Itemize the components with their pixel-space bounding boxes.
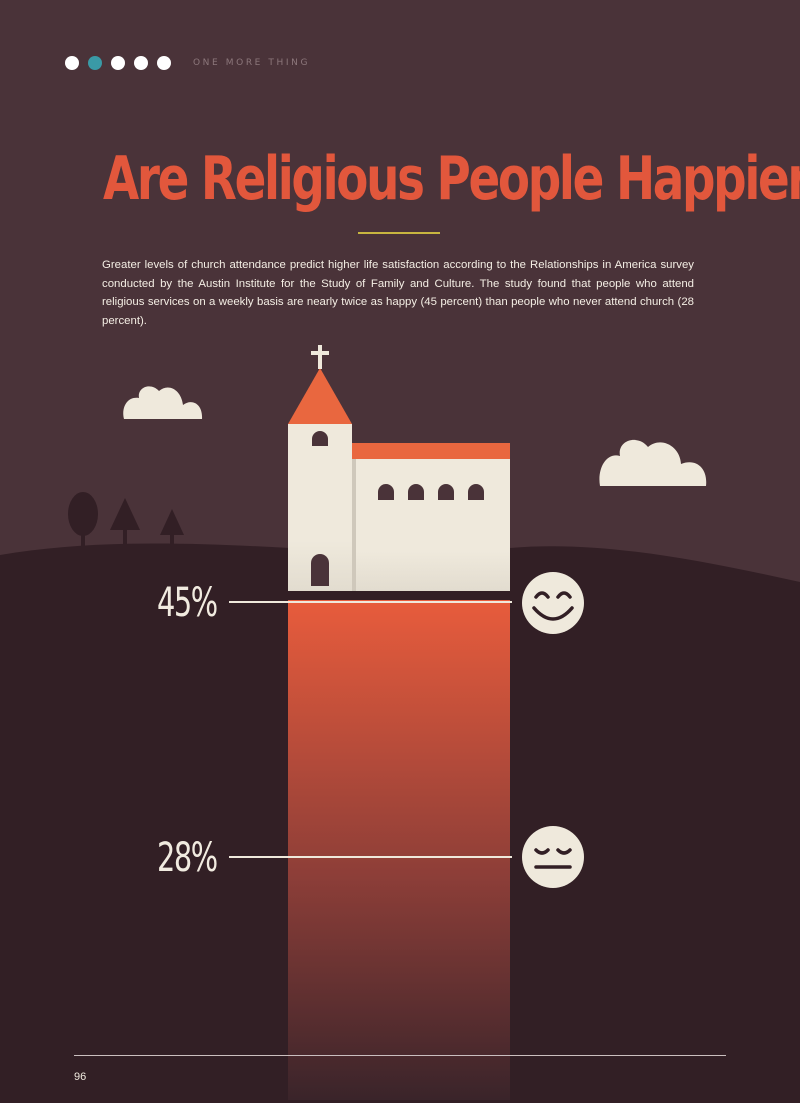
church	[288, 345, 510, 591]
attendance-bar	[288, 600, 510, 1100]
section-dot	[134, 56, 148, 70]
percent-28-text: 28%	[157, 835, 218, 881]
percent-45-text: 45%	[157, 580, 218, 626]
cloud-left	[123, 386, 203, 419]
page-number: 96	[74, 1071, 87, 1083]
section-dot-active	[88, 56, 102, 70]
section-label: ONE MORE THING	[193, 58, 311, 68]
percent-45-label: 45%	[157, 583, 240, 623]
section-dots	[65, 56, 171, 70]
page-title: Are Religious People Happier?	[0, 140, 800, 218]
cloud-right	[599, 439, 707, 486]
smiling-face-icon	[522, 572, 584, 634]
neutral-face-icon	[522, 826, 584, 888]
title-underline	[358, 232, 440, 234]
trees	[68, 492, 184, 550]
section-dot	[65, 56, 79, 70]
section-dot	[157, 56, 171, 70]
percent-28-label: 28%	[157, 838, 240, 878]
section-dot	[111, 56, 125, 70]
intro-paragraph: Greater levels of church attendance pred…	[102, 259, 694, 327]
footer-divider	[74, 1055, 726, 1056]
page-title-text: Are Religious People Happier?	[102, 144, 800, 214]
